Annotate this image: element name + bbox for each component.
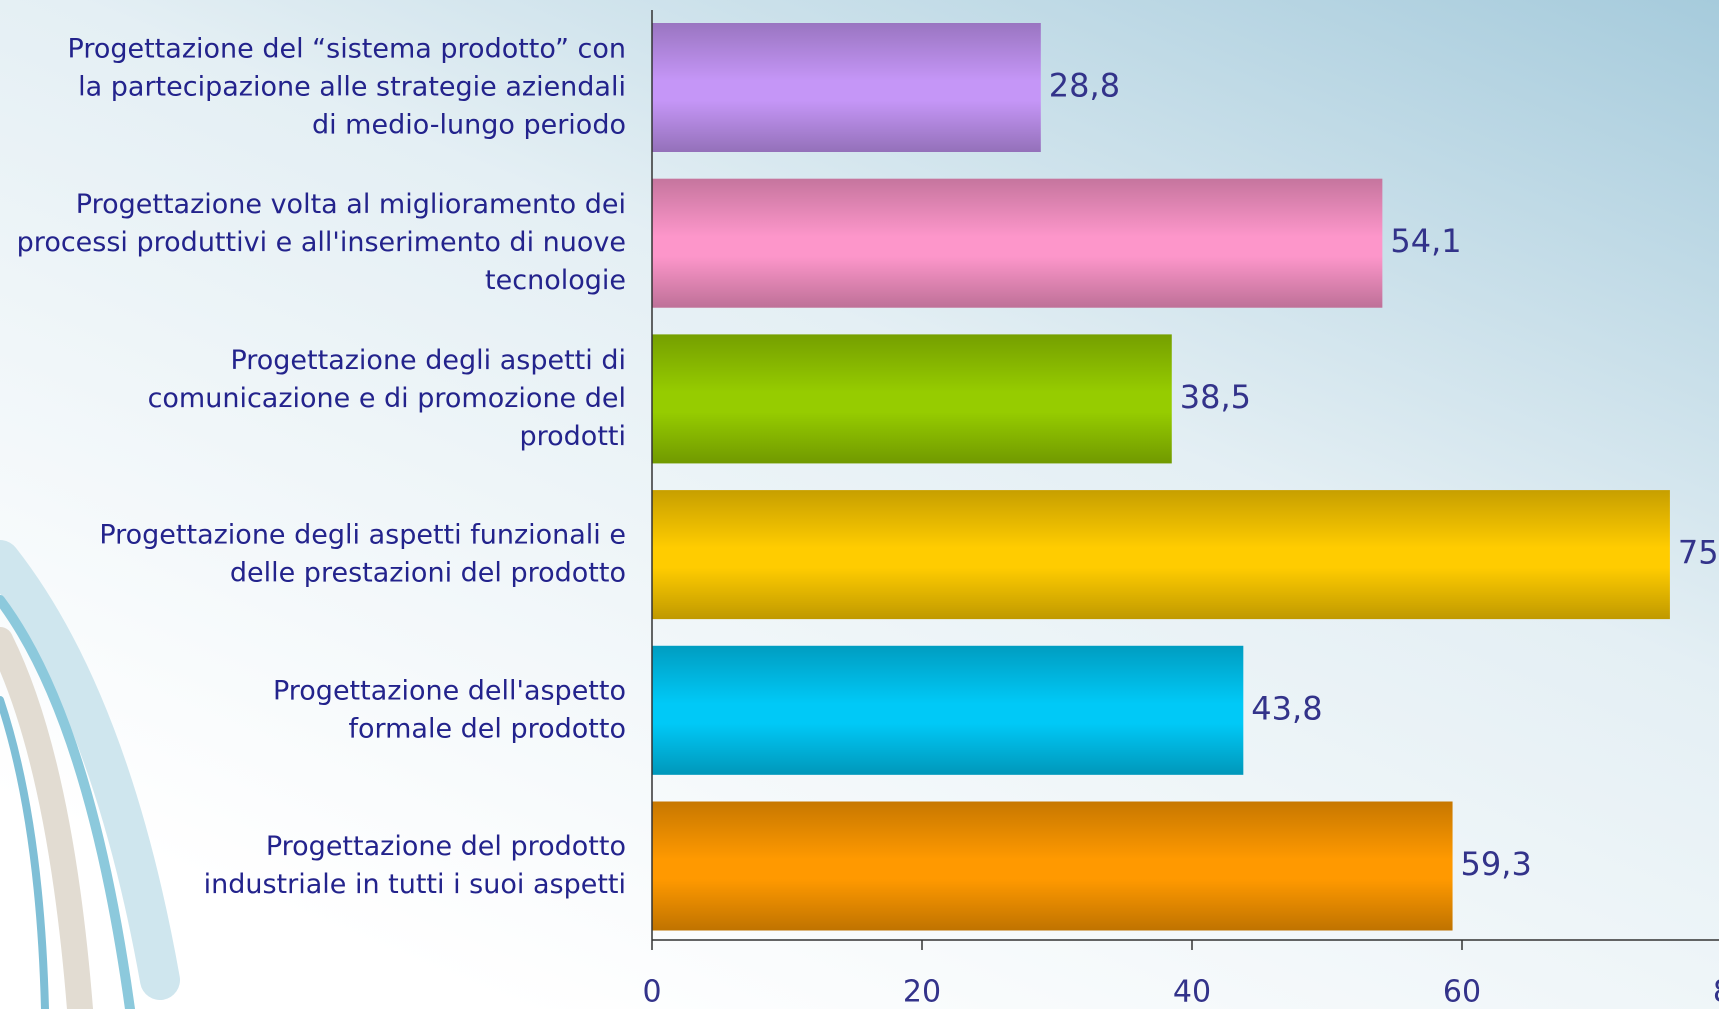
- category-label: Progettazione del prodotto industriale in…: [204, 831, 626, 900]
- value-label: 59,3: [1461, 845, 1532, 883]
- value-label: 75,4: [1678, 534, 1719, 572]
- category-label: Progettazione volta al miglioramento dei…: [17, 189, 626, 296]
- category-label: Progettazione degli aspetti di comunicazi…: [148, 344, 626, 451]
- bar-shade: [652, 178, 1383, 308]
- category-label: Progettazione dell'aspetto formale del pr…: [273, 675, 626, 744]
- bar-shade: [652, 23, 1041, 152]
- category-label: Progettazione degli aspetti funzionali e…: [99, 519, 626, 588]
- bar-shade: [652, 801, 1453, 931]
- x-tick-label: 0: [642, 975, 661, 1009]
- value-label: 38,5: [1180, 378, 1251, 416]
- decoration: [0, 540, 180, 1009]
- category-label: Progettazione del “sistema prodotto” con…: [68, 33, 626, 140]
- x-tick-label: 20: [903, 975, 941, 1009]
- x-tick-label: 80: [1713, 975, 1719, 1009]
- bar-shade: [652, 490, 1670, 620]
- bar-shade: [652, 645, 1244, 775]
- bar-shade: [652, 334, 1172, 464]
- value-label: 54,1: [1390, 222, 1461, 260]
- x-tick-label: 60: [1443, 975, 1481, 1009]
- value-label: 28,8: [1049, 67, 1120, 105]
- value-label: 43,8: [1251, 689, 1322, 727]
- x-tick-label: 40: [1173, 975, 1211, 1009]
